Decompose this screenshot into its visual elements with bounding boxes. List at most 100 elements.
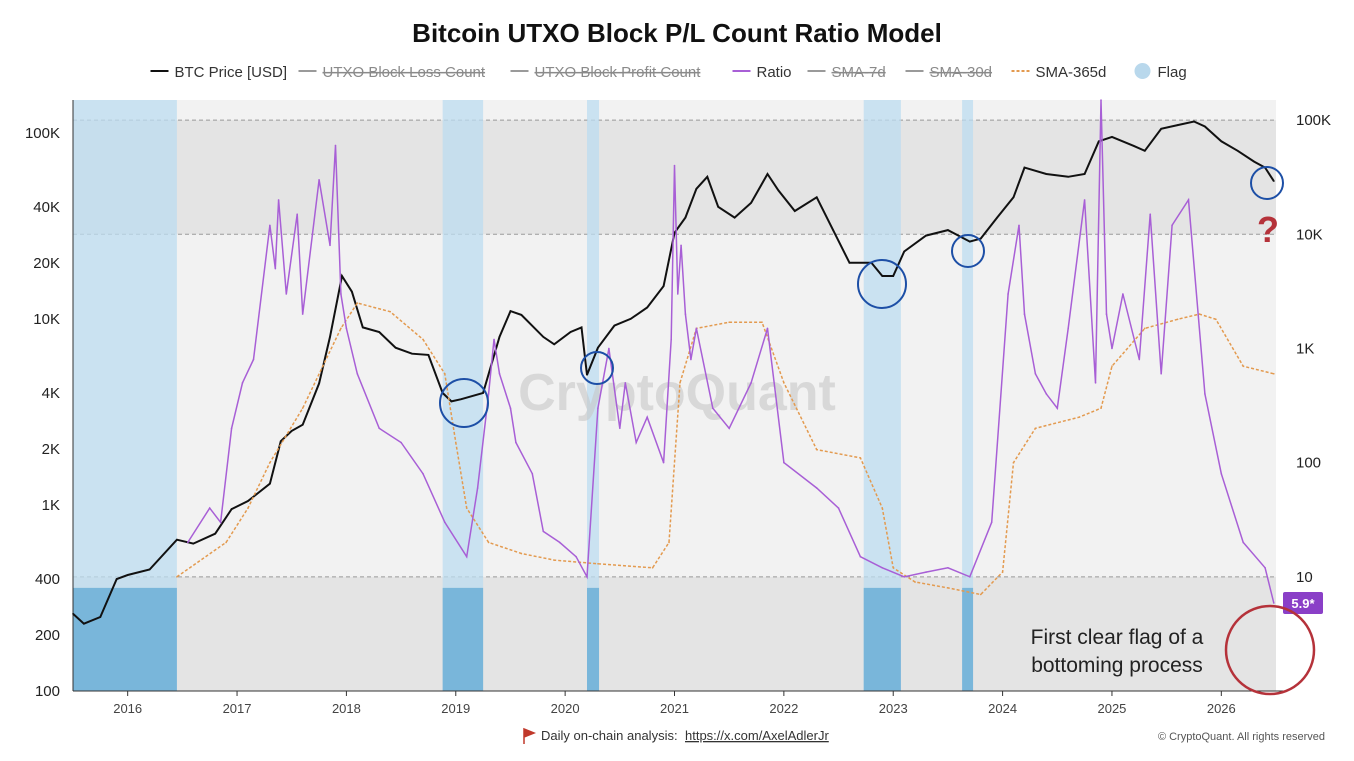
series-point	[72, 612, 74, 615]
legend-label: Flag	[1158, 64, 1187, 81]
series-point	[624, 382, 627, 384]
series-point	[389, 310, 391, 313]
y-right-tick-label: 100K	[1296, 112, 1331, 129]
series-point	[318, 382, 320, 385]
series-point	[465, 555, 468, 558]
series-point	[1138, 358, 1141, 361]
series-point	[476, 487, 479, 489]
series-point	[1160, 128, 1162, 130]
series-point	[318, 179, 320, 181]
series-point	[832, 229, 834, 231]
flag-period-fill	[73, 587, 177, 691]
legend-label: SMA-365d	[1036, 64, 1107, 81]
legend-label: UTXO Block Loss Count	[323, 64, 486, 81]
series-point	[1242, 365, 1244, 367]
series-point	[783, 382, 785, 384]
series-point	[558, 541, 561, 544]
legend-item: SMA-30d	[905, 64, 993, 81]
series-point	[1264, 566, 1266, 569]
series-point	[340, 293, 342, 295]
series-point	[1067, 175, 1070, 178]
series-point	[903, 250, 905, 253]
series-point	[411, 352, 413, 355]
series-point	[848, 262, 851, 264]
series-point	[1143, 149, 1146, 152]
series-point	[881, 566, 884, 569]
series-point	[750, 202, 752, 204]
legend-label: Ratio	[757, 64, 792, 81]
series-point	[192, 542, 195, 545]
x-tick-label: 2021	[660, 701, 689, 716]
series-point	[1187, 199, 1190, 201]
series-point	[214, 532, 216, 535]
series-point	[225, 541, 227, 544]
series-point	[766, 327, 769, 330]
legend-item: UTXO Block Profit Count	[510, 64, 701, 81]
legend-label: SMA-30d	[930, 64, 993, 81]
series-point	[569, 331, 572, 333]
series-point	[219, 521, 222, 524]
series-point	[329, 244, 331, 247]
series-point	[269, 224, 271, 227]
series-point	[706, 175, 709, 178]
series-point	[979, 237, 982, 240]
series-point	[454, 441, 457, 444]
series-point	[1273, 180, 1275, 182]
series-point	[444, 372, 446, 375]
series-point	[482, 392, 484, 394]
series-point	[356, 372, 359, 375]
highlight-circle-blue	[857, 259, 907, 309]
series-point	[728, 427, 730, 430]
y-left-tick-label: 40K	[33, 199, 60, 216]
series-point	[269, 461, 271, 464]
series-point	[542, 336, 545, 338]
x-tick-label: 2023	[879, 701, 908, 716]
series-point	[619, 427, 621, 430]
series-point	[493, 338, 495, 341]
x-tick-label: 2017	[223, 701, 252, 716]
footer-link[interactable]: https://x.com/AxelAdlerJr	[685, 728, 829, 743]
legend-item: Flag	[1134, 63, 1187, 81]
series-point	[1133, 145, 1135, 147]
flag-period	[587, 100, 600, 691]
series-point	[1034, 372, 1037, 375]
series-point	[1111, 347, 1113, 350]
series-point	[1094, 382, 1097, 384]
series-point	[947, 566, 949, 569]
series-point	[925, 571, 927, 573]
series-point	[553, 343, 555, 346]
series-point	[329, 336, 331, 338]
series-point	[362, 326, 364, 329]
series-point	[1083, 199, 1086, 201]
series-point	[1023, 166, 1026, 169]
series-point	[187, 541, 189, 544]
series-point	[646, 416, 648, 419]
series-point	[465, 507, 468, 509]
flag-period-fill	[962, 587, 974, 691]
series-point	[1198, 313, 1201, 315]
series-point	[1193, 120, 1195, 123]
highlight-circle-blue	[1250, 166, 1284, 200]
series-point	[1012, 461, 1015, 464]
series-point	[684, 216, 687, 219]
series-point	[247, 500, 249, 502]
legend-label: BTC Price [USD]	[175, 64, 288, 81]
series-point	[252, 358, 255, 361]
series-point	[580, 326, 583, 329]
legend-item: SMA-7d	[807, 64, 886, 81]
series-point	[733, 216, 736, 219]
series-point	[597, 407, 599, 409]
series-point	[680, 244, 682, 247]
series-point	[427, 354, 430, 356]
series-point	[301, 407, 304, 409]
series-point	[1215, 318, 1217, 321]
x-tick-label: 2018	[332, 701, 361, 716]
series-point	[1273, 602, 1275, 604]
series-point	[979, 593, 982, 596]
series-point	[498, 336, 501, 338]
series-point	[662, 285, 665, 287]
series-point	[629, 318, 632, 320]
series-point	[301, 313, 304, 315]
series-point	[676, 293, 679, 295]
series-point	[1100, 99, 1102, 101]
